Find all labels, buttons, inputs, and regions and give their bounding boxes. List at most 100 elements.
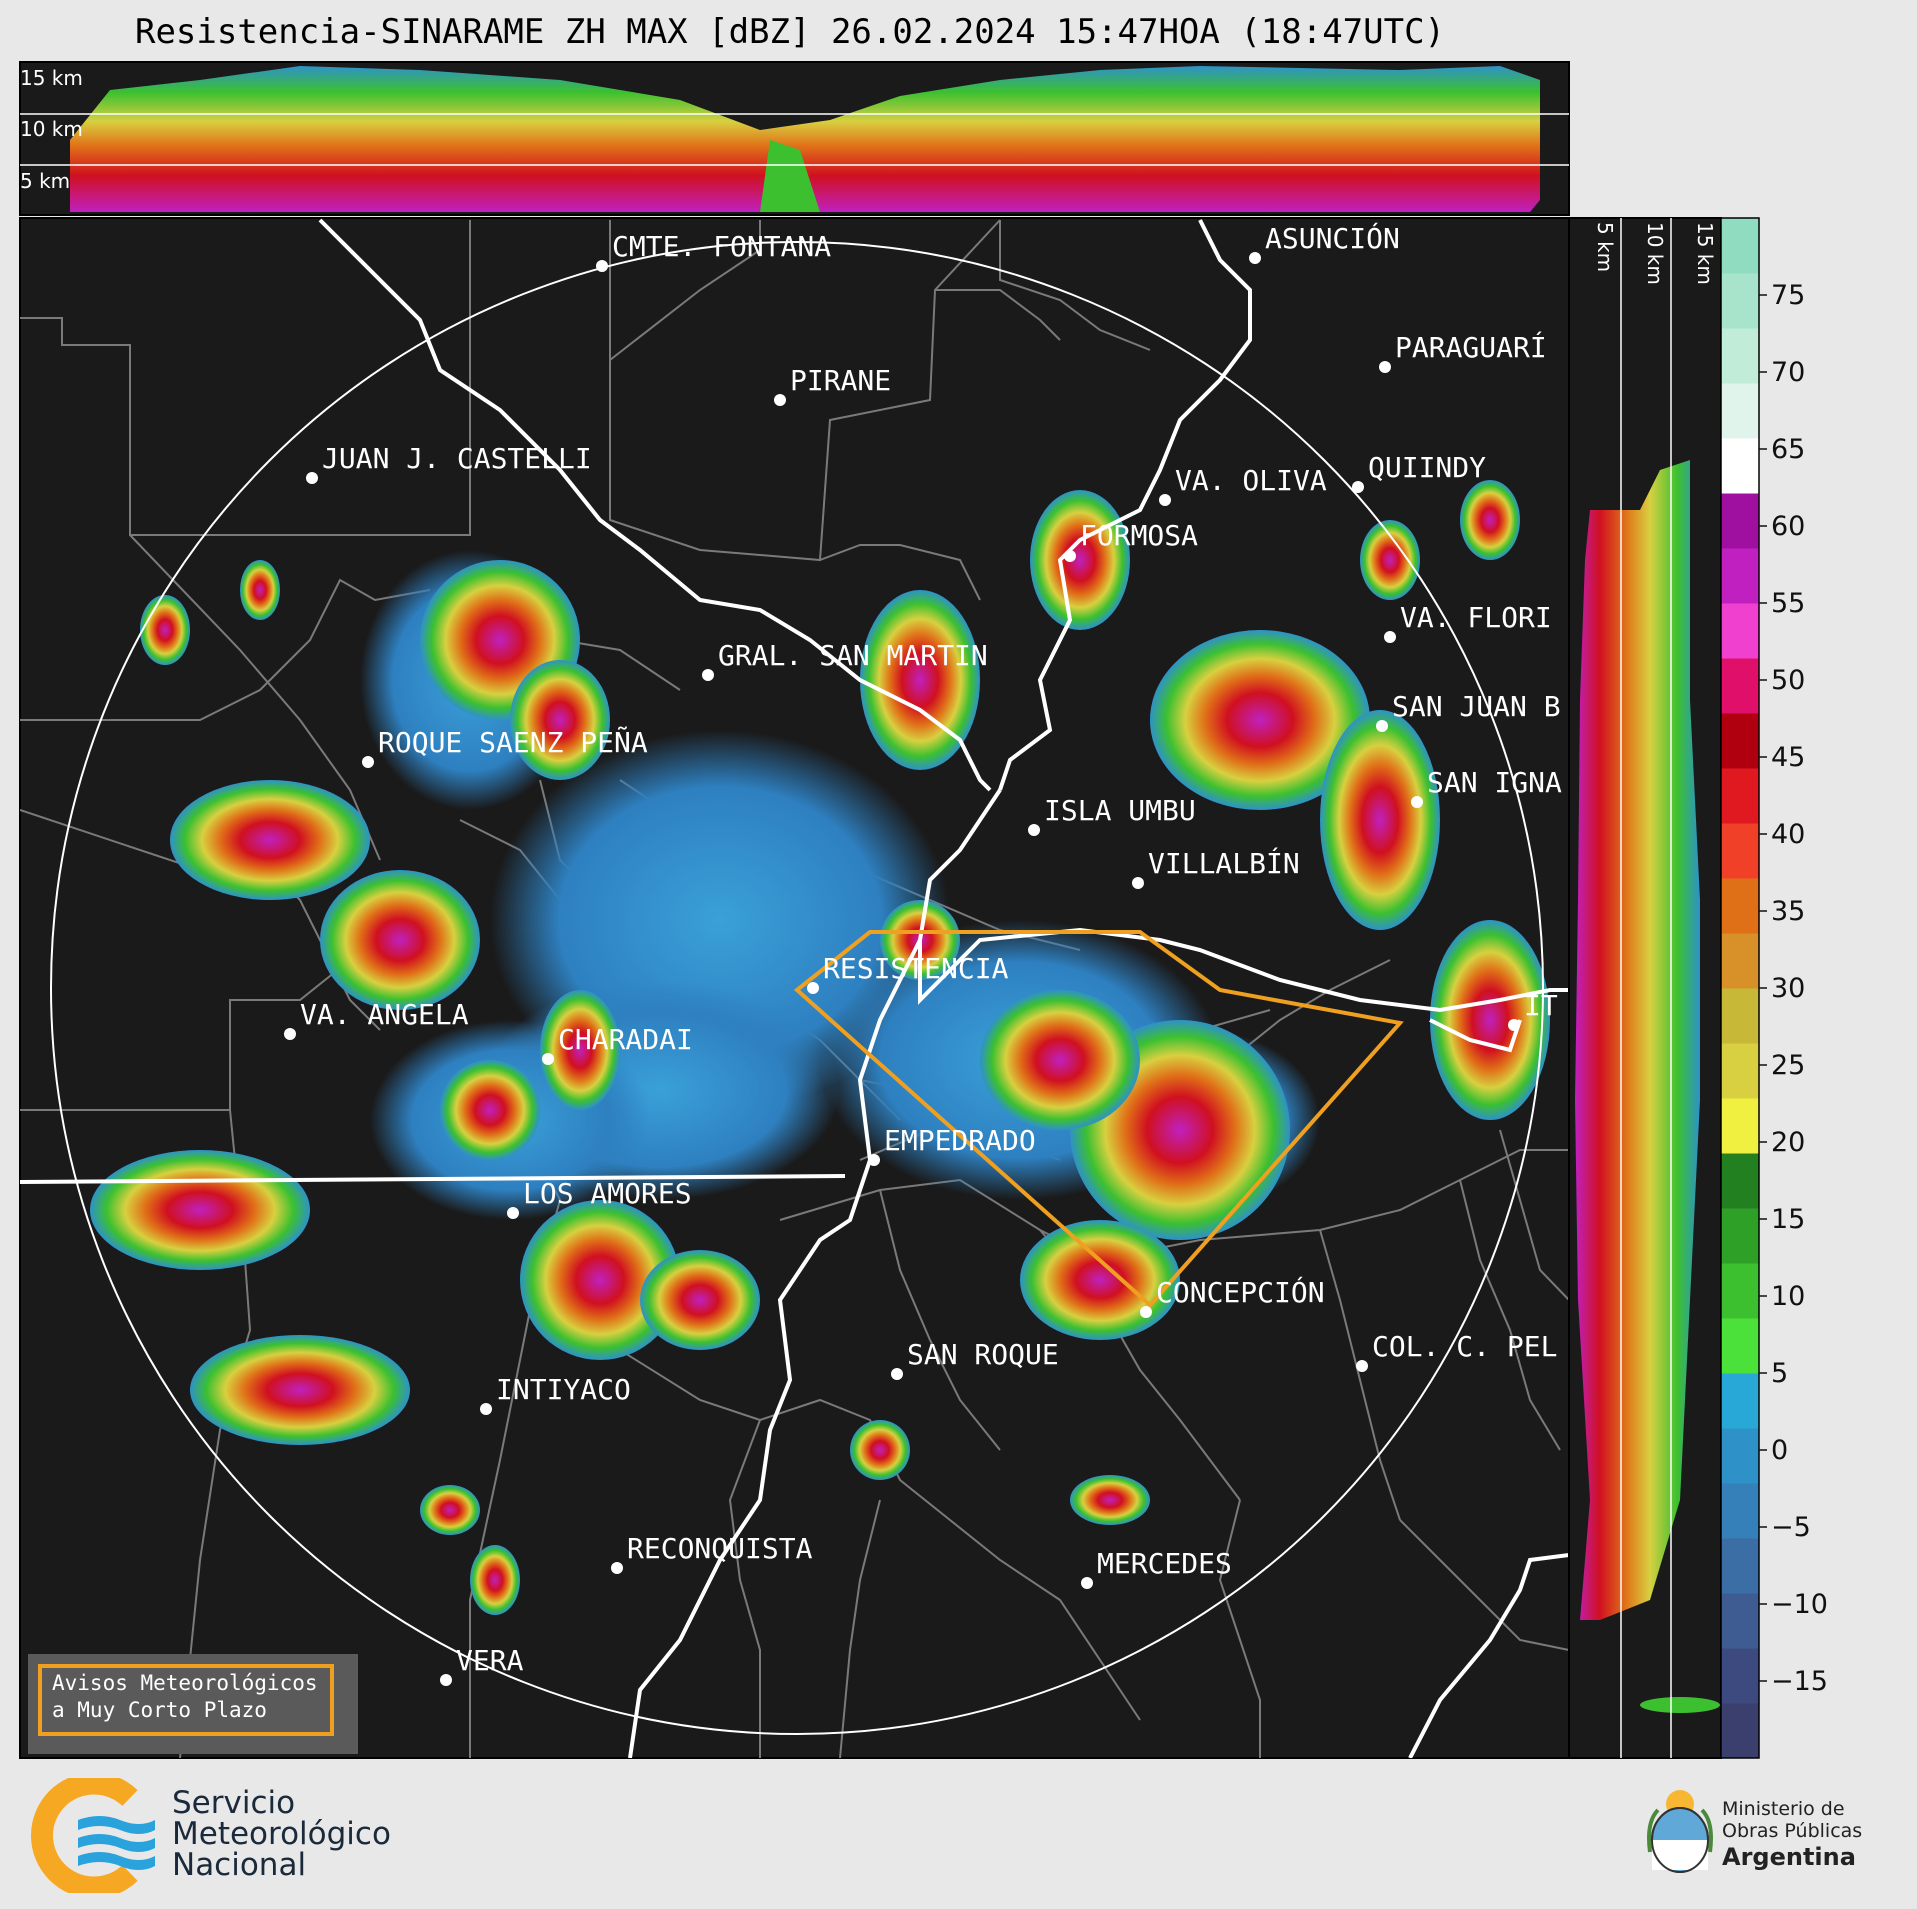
smn-line1: Servicio: [172, 1785, 296, 1821]
warning-legend-line1: Avisos Meteorológicos: [52, 1671, 318, 1695]
city-mercedes: MERCEDES: [1081, 1547, 1232, 1589]
colorbar-tick-label: 20: [1771, 1127, 1805, 1158]
svg-text:VERA: VERA: [456, 1644, 524, 1677]
svg-text:SAN JUAN B: SAN JUAN B: [1392, 690, 1561, 723]
colorbar-tick-label: 45: [1771, 742, 1805, 773]
warning-legend-line2: a Muy Corto Plazo: [52, 1698, 267, 1722]
map-title: Resistencia-SINARAME ZH MAX [dBZ] 26.02.…: [134, 12, 1446, 52]
colorbar-segment: [1721, 878, 1759, 934]
city-los-amores: LOS AMORES: [507, 1177, 692, 1219]
colorbar-segment: [1721, 1318, 1759, 1374]
top-alt-5km: 5 km: [20, 169, 70, 193]
ministry-line1: Ministerio de: [1722, 1798, 1845, 1820]
svg-text:VA. OLIVA: VA. OLIVA: [1175, 464, 1327, 497]
svg-text:CMTE. FONTANA: CMTE. FONTANA: [612, 230, 831, 263]
argentina-coat-of-arms-icon: [1647, 1790, 1713, 1873]
svg-text:GRAL. SAN MARTIN: GRAL. SAN MARTIN: [718, 639, 988, 672]
colorbar-segment: [1721, 548, 1759, 604]
smn-logo-text: Servicio Meteorológico Nacional: [172, 1788, 391, 1881]
city-san-juan-b: SAN JUAN B: [1376, 690, 1561, 732]
city-paraguari: PARAGUARÍ: [1379, 330, 1547, 373]
svg-text:SAN ROQUE: SAN ROQUE: [907, 1338, 1059, 1371]
svg-text:VILLALBÍN: VILLALBÍN: [1148, 846, 1300, 880]
colorbar-segment: [1721, 1373, 1759, 1429]
svg-text:IT: IT: [1524, 989, 1558, 1022]
colorbar-segment: [1721, 1428, 1759, 1484]
svg-text:PIRANE: PIRANE: [790, 364, 891, 397]
colorbar-segment: [1721, 658, 1759, 714]
colorbar-segment: [1721, 1263, 1759, 1319]
svg-text:VA. FLORI: VA. FLORI: [1400, 601, 1552, 634]
colorbar-segment: [1721, 1483, 1759, 1539]
colorbar-tick-label: 10: [1771, 1281, 1805, 1312]
colorbar-tick-label: 15: [1771, 1204, 1805, 1235]
colorbar-tick-label: 5: [1771, 1358, 1788, 1389]
colorbar-segment: [1721, 218, 1759, 274]
colorbar-segment: [1721, 493, 1759, 549]
top-alt-15km: 15 km: [20, 66, 83, 90]
svg-text:FORMOSA: FORMOSA: [1080, 519, 1198, 552]
colorbar-tick-label: 30: [1771, 973, 1805, 1004]
city-reconquista: RECONQUISTA: [611, 1532, 813, 1574]
warning-polygon: [793, 930, 1404, 1308]
city-it: IT: [1508, 989, 1558, 1031]
city-charadai: CHARADAI: [542, 1023, 693, 1065]
city-cmte-fontana: CMTE. FONTANA: [596, 230, 831, 272]
colorbar-segment: [1721, 1703, 1759, 1759]
svg-text:JUAN J. CASTELLI: JUAN J. CASTELLI: [322, 442, 592, 475]
city-intiyaco: INTIYACO: [480, 1373, 631, 1415]
svg-text:EMPEDRADO: EMPEDRADO: [884, 1124, 1036, 1157]
colorbar-segment: [1721, 1593, 1759, 1649]
svg-text:ISLA UMBU: ISLA UMBU: [1044, 794, 1196, 827]
colorbar-segment: [1721, 603, 1759, 659]
colorbar-tick-label: 50: [1771, 665, 1805, 696]
colorbar-segment: [1721, 933, 1759, 989]
svg-text:RECONQUISTA: RECONQUISTA: [627, 1532, 813, 1565]
city-layer: CMTE. FONTANA ASUNCIÓN PARAGUARÍ PIRANE …: [284, 221, 1562, 1686]
svg-text:MERCEDES: MERCEDES: [1097, 1547, 1232, 1580]
city-empedrado: EMPEDRADO: [868, 1124, 1036, 1166]
svg-text:QUIINDY: QUIINDY: [1368, 451, 1486, 484]
convective-cells: [90, 480, 1550, 1615]
colorbar-tick-label: 60: [1771, 511, 1805, 542]
top-cross-section-echoes: [70, 66, 1540, 212]
svg-text:COL. C. PEL: COL. C. PEL: [1372, 1330, 1557, 1363]
smn-logo-icon: [31, 1778, 155, 1893]
colorbar-segment: [1721, 383, 1759, 439]
svg-text:SAN IGNA: SAN IGNA: [1427, 766, 1562, 799]
svg-text:INTIYACO: INTIYACO: [496, 1373, 631, 1406]
colorbar-tick-label: −5: [1771, 1512, 1811, 1543]
colorbar-tick-label: −10: [1771, 1589, 1828, 1620]
colorbar-segment: [1721, 1098, 1759, 1154]
colorbar-segment: [1721, 1208, 1759, 1264]
city-quiindy: QUIINDY: [1352, 451, 1486, 493]
colorbar-segment: [1721, 438, 1759, 494]
svg-text:VA. ANGELA: VA. ANGELA: [300, 998, 469, 1031]
colorbar-tick-label: 40: [1771, 819, 1805, 850]
colorbar-segment: [1721, 1538, 1759, 1594]
side-cross-section-echoes: [1575, 460, 1720, 1713]
side-alt-10km: 10 km: [1643, 222, 1667, 285]
city-resistencia: RESISTENCIA: [807, 952, 1009, 994]
colorbar-segment: [1721, 768, 1759, 824]
city-gral-san-martin: GRAL. SAN MARTIN: [702, 639, 988, 681]
colorbar-segment: [1721, 823, 1759, 879]
colorbar-tick-label: 70: [1771, 357, 1805, 388]
city-juan-j-castelli: JUAN J. CASTELLI: [306, 442, 592, 484]
city-col-c-pel: COL. C. PEL: [1356, 1330, 1557, 1372]
ministry-logo-text: Ministerio de Obras Públicas Argentina: [1722, 1798, 1862, 1872]
city-villalbin: VILLALBÍN: [1132, 846, 1300, 889]
city-san-roque: SAN ROQUE: [891, 1338, 1059, 1380]
city-concepcion: CONCEPCIÓN: [1140, 1275, 1325, 1318]
svg-text:ASUNCIÓN: ASUNCIÓN: [1265, 221, 1400, 255]
colorbar-segment: [1721, 1043, 1759, 1099]
colorbar-segment: [1721, 713, 1759, 769]
side-alt-5km: 5 km: [1593, 222, 1617, 272]
smn-line3: Nacional: [172, 1847, 307, 1883]
colorbar-tick-label: 25: [1771, 1050, 1805, 1081]
colorbar-segment: [1721, 988, 1759, 1044]
city-formosa: FORMOSA: [1064, 519, 1198, 562]
svg-text:ROQUE SAENZ PEÑA: ROQUE SAENZ PEÑA: [378, 725, 648, 759]
colorbar-segment: [1721, 273, 1759, 329]
